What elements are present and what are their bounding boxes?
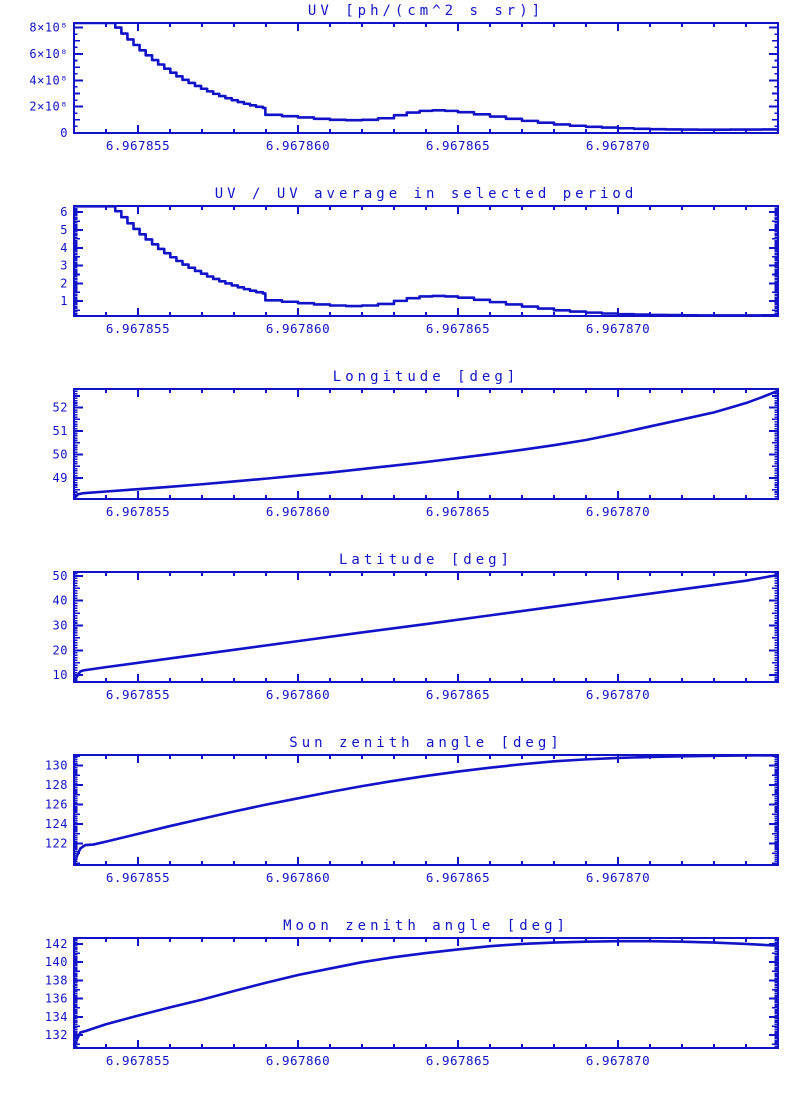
- plot-uv-canvas: 6.967855 6.967860 6.967865 6.967870 0 2×10⁸ 4×…: [29, 21, 779, 153]
- plot-sun-zenith-canvas: 6.967855 6.967860 6.967865 6.967870 122 124 12…: [45, 754, 779, 885]
- y-tick-label: 134: [45, 1010, 68, 1024]
- plot-longitude-canvas: 6.967855 6.967860 6.967865 6.967870 49 50 51 52: [53, 388, 779, 519]
- y-tick-label: 6: [60, 205, 68, 219]
- x-tick-label: 6.967870: [586, 321, 650, 336]
- y-tick-label: 128: [45, 778, 68, 792]
- plot-longitude-title: Longitude [deg]: [332, 369, 520, 385]
- x-tick-label: 6.967860: [266, 138, 330, 153]
- x-tick-label: 6.967855: [106, 870, 170, 885]
- y-tick-label: 30: [53, 619, 68, 633]
- x-tick-label: 6.967865: [426, 687, 490, 702]
- plot-latitude-title: Latitude [deg]: [338, 552, 513, 568]
- x-tick-label: 6.967860: [266, 504, 330, 519]
- data-curve: [74, 206, 778, 316]
- plot-latitude-canvas: 6.967855 6.967860 6.967865 6.967870 10 20 30 40…: [53, 569, 779, 702]
- x-tick-label: 6.967855: [106, 321, 170, 336]
- y-tick-label: 130: [45, 759, 68, 773]
- y-tick-label: 6×10⁸: [29, 47, 68, 61]
- y-tick-label: 49: [53, 471, 68, 485]
- x-tick-label: 6.967870: [586, 1053, 650, 1068]
- x-tick-label: 6.967865: [426, 1053, 490, 1068]
- x-tick-label: 6.967870: [586, 504, 650, 519]
- x-tick-label: 6.967860: [266, 321, 330, 336]
- y-tick-label: 1: [60, 294, 68, 308]
- x-tick-label: 6.967865: [426, 870, 490, 885]
- data-curve: [74, 23, 778, 132]
- x-tick-label: 6.967865: [426, 321, 490, 336]
- plot-moon-zenith: Moon zenith angle [deg] 6.967855 6.967860…: [0, 915, 800, 1098]
- y-tick-label: 50: [53, 569, 68, 583]
- data-curve: [74, 755, 778, 865]
- y-tick-label: 122: [45, 837, 68, 851]
- y-tick-label: 4: [60, 241, 68, 255]
- x-tick-label: 6.967855: [106, 138, 170, 153]
- x-tick-label: 6.967870: [586, 870, 650, 885]
- y-tick-label: 50: [53, 448, 68, 462]
- y-tick-label: 3: [60, 259, 68, 273]
- y-tick-label: 138: [45, 973, 68, 987]
- x-tick-label: 6.967860: [266, 687, 330, 702]
- x-tick-label: 6.967855: [106, 504, 170, 519]
- y-tick-label: 20: [53, 643, 68, 657]
- y-tick-label: 142: [45, 937, 68, 951]
- y-tick-label: 124: [45, 817, 68, 831]
- x-tick-label: 6.967865: [426, 138, 490, 153]
- y-tick-label: 126: [45, 798, 68, 812]
- x-tick-label: 6.967860: [266, 1053, 330, 1068]
- data-curve: [74, 939, 778, 1048]
- plot-moon-zenith-canvas: 6.967855 6.967860 6.967865 6.967870 132 134 13…: [45, 937, 779, 1068]
- y-tick-label: 2: [60, 276, 68, 290]
- x-tick-label: 6.967860: [266, 870, 330, 885]
- plot-uv-ratio-canvas: 6.967855 6.967860 6.967865 6.967870 1 2 3 4 5 6: [60, 205, 779, 336]
- y-tick-label: 4×10⁸: [29, 73, 68, 87]
- y-tick-label: 10: [53, 668, 68, 682]
- data-curve: [74, 389, 778, 499]
- y-tick-label: 2×10⁸: [29, 100, 68, 114]
- plot-sun-zenith: Sun zenith angle [deg] 6.967855 6.967860 6…: [0, 732, 800, 915]
- y-tick-label: 140: [45, 955, 68, 969]
- y-tick-label: 0: [60, 126, 68, 140]
- plot-longitude: Longitude [deg] 6.967855 6.967860 6.967865…: [0, 366, 800, 549]
- x-tick-label: 6.967870: [586, 138, 650, 153]
- plot-moon-zenith-title: Moon zenith angle [deg]: [283, 918, 569, 934]
- data-curve: [74, 573, 778, 682]
- x-tick-label: 6.967855: [106, 1053, 170, 1068]
- plot-uv-ratio-title: UV / UV average in selected period: [214, 186, 638, 202]
- plot-sun-zenith-title: Sun zenith angle [deg]: [289, 735, 563, 751]
- plot-latitude: Latitude [deg] 6.967855 6.967860 6.967865 6…: [0, 549, 800, 732]
- y-tick-label: 8×10⁸: [29, 21, 68, 35]
- y-tick-label: 40: [53, 594, 68, 608]
- plot-uv: UV [ph/(cm^2 s sr)] 6.967855 6.967860 6.96…: [0, 0, 800, 183]
- y-tick-label: 5: [60, 223, 68, 237]
- plot-uv-title: UV [ph/(cm^2 s sr)]: [307, 3, 545, 19]
- plot-uv-ratio: UV / UV average in selected period 6.967…: [0, 183, 800, 366]
- y-tick-label: 52: [53, 401, 68, 415]
- x-tick-label: 6.967865: [426, 504, 490, 519]
- x-tick-label: 6.967870: [586, 687, 650, 702]
- y-tick-label: 51: [53, 424, 68, 438]
- y-tick-label: 132: [45, 1028, 68, 1042]
- y-tick-label: 136: [45, 992, 68, 1006]
- x-tick-label: 6.967855: [106, 687, 170, 702]
